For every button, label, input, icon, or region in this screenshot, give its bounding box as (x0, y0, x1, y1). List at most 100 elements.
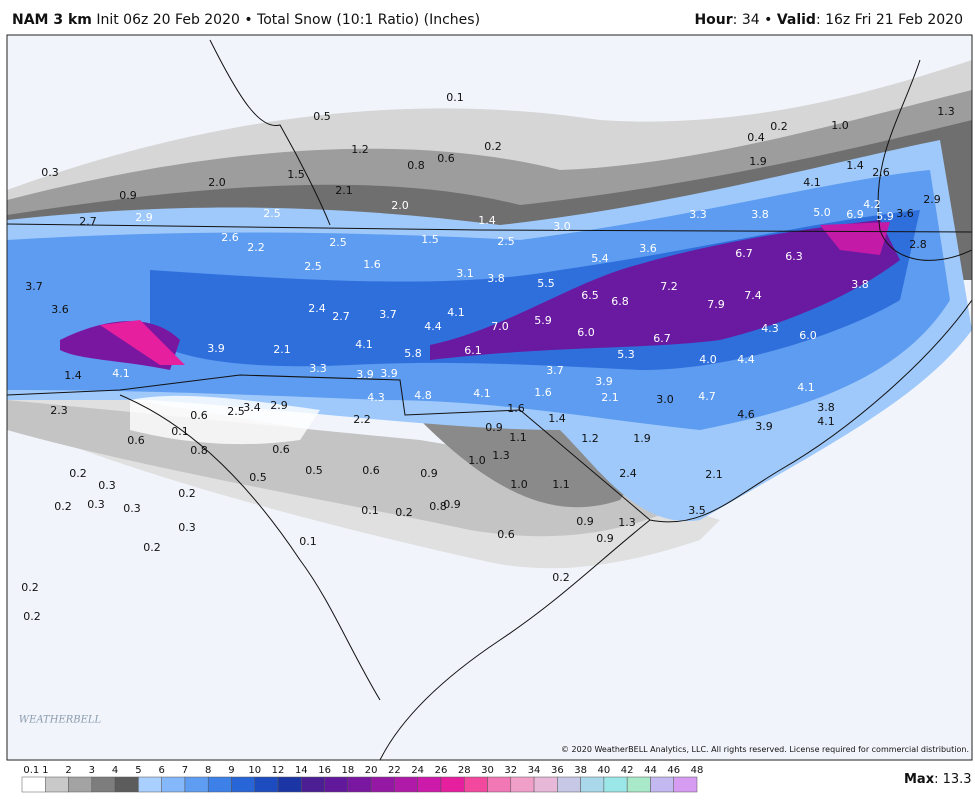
map-label: 2.7 (79, 215, 97, 228)
colorbar-tick: 9 (228, 765, 234, 776)
map-label: 2.1 (705, 468, 723, 481)
map-label: 0.2 (69, 467, 87, 480)
map-label: 0.9 (443, 498, 461, 511)
colorbar-tick: 2 (65, 765, 71, 776)
colorbar-cell (254, 776, 279, 793)
colorbar-cell (91, 776, 116, 793)
colorbar-cell (184, 776, 209, 793)
map-label: 0.3 (87, 498, 105, 511)
map-label: 2.0 (208, 176, 226, 189)
map-label: 0.2 (178, 487, 196, 500)
map-label: 5.9 (876, 210, 894, 223)
map-label: 2.6 (221, 231, 239, 244)
map-label: 2.5 (304, 260, 322, 273)
map-label: 0.1 (171, 425, 189, 438)
map-label: 5.9 (534, 314, 552, 327)
map-label: 3.9 (356, 368, 374, 381)
map-label: 0.2 (23, 610, 41, 623)
map-label: 1.3 (618, 516, 636, 529)
colorbar-cell (161, 776, 186, 793)
map-label: 1.4 (548, 412, 566, 425)
map-label: 0.9 (596, 532, 614, 545)
map-label: 7.2 (660, 280, 678, 293)
copyright: © 2020 WeatherBELL Analytics, LLC. All r… (561, 745, 969, 754)
colorbar-cell (533, 776, 558, 793)
valid-value: : 16z Fri 21 Feb 2020 (815, 12, 963, 28)
map-label: 0.8 (407, 159, 425, 172)
colorbar-tick: 38 (574, 765, 587, 776)
map-label: 4.1 (447, 306, 465, 319)
map-label: 1.4 (846, 159, 864, 172)
colorbar-cell (370, 776, 395, 793)
map-label: 3.9 (380, 367, 398, 380)
map-label: 0.5 (313, 110, 331, 123)
colorbar-tick: 14 (295, 765, 308, 776)
map-label: 2.5 (497, 235, 515, 248)
map-label: 0.6 (127, 434, 145, 447)
colorbar-tick: 7 (182, 765, 188, 776)
map-label: 1.6 (507, 402, 525, 415)
map-label: 0.2 (395, 506, 413, 519)
colorbar-tick: 26 (435, 765, 448, 776)
colorbar-tick: 16 (318, 765, 331, 776)
map-label: 0.9 (576, 515, 594, 528)
colorbar-cell (68, 776, 93, 793)
colorbar-cell (207, 776, 232, 793)
map-label: 0.6 (272, 443, 290, 456)
map-label: 1.6 (363, 258, 381, 271)
colorbar-tick: 8 (205, 765, 211, 776)
colorbar-tick: 46 (667, 765, 680, 776)
map-label: 2.5 (329, 236, 347, 249)
map-label: 3.9 (595, 375, 613, 388)
map-label: 4.3 (367, 391, 385, 404)
colorbar-tick: 20 (365, 765, 378, 776)
map-label: 7.0 (491, 320, 509, 333)
map-label: 6.5 (581, 289, 599, 302)
map-label: 5.0 (813, 206, 831, 219)
colorbar-cell (324, 776, 349, 793)
map-label: 3.4 (243, 401, 261, 414)
map-label: 5.8 (404, 347, 422, 360)
colorbar-cell (580, 776, 605, 793)
map-label: 4.4 (424, 320, 442, 333)
map-label: 4.2 (863, 198, 881, 211)
map-label: 3.0 (656, 393, 674, 406)
map-label: 2.7 (332, 310, 350, 323)
map-label: 0.6 (437, 152, 455, 165)
colorbar-tick: 28 (458, 765, 471, 776)
map-label: 2.1 (601, 391, 619, 404)
snow-band (820, 222, 890, 255)
colorbar-cell (347, 776, 372, 793)
colorbar-cell (673, 776, 698, 793)
map-label: 4.6 (737, 408, 755, 421)
map-label: 7.4 (744, 289, 762, 302)
map-label: 3.9 (755, 420, 773, 433)
map-label: 1.6 (534, 386, 552, 399)
colorbar-tick: 42 (621, 765, 634, 776)
colorbar-cell (45, 776, 69, 793)
map-label: 4.1 (355, 338, 373, 351)
header-right: Hour: 34 • Valid: 16z Fri 21 Feb 2020 (694, 12, 963, 28)
map-field (7, 35, 972, 760)
map-label: 0.6 (190, 409, 208, 422)
map-label: 1.1 (509, 431, 527, 444)
description: Init 06z 20 Feb 2020 • Total Snow (10:1 … (96, 12, 481, 28)
model: NAM 3 km (12, 12, 92, 28)
hour-value: : 34 • (732, 12, 777, 28)
map-label: 0.2 (770, 120, 788, 133)
logo: WEATHERBELL (19, 715, 102, 726)
map-label: 6.9 (846, 208, 864, 221)
map-label: 1.9 (749, 155, 767, 168)
map-label: 2.2 (353, 413, 371, 426)
shade (130, 395, 320, 445)
map-label: 2.2 (247, 241, 265, 254)
colorbar-tick: 36 (551, 765, 564, 776)
map-label: 2.9 (135, 211, 153, 224)
map-label: 4.1 (797, 381, 815, 394)
map-label: 0.6 (362, 464, 380, 477)
colorbar-cell (440, 776, 465, 793)
colorbar-cell (138, 776, 162, 793)
map-label: 2.0 (391, 199, 409, 212)
map-label: 3.8 (851, 278, 869, 291)
